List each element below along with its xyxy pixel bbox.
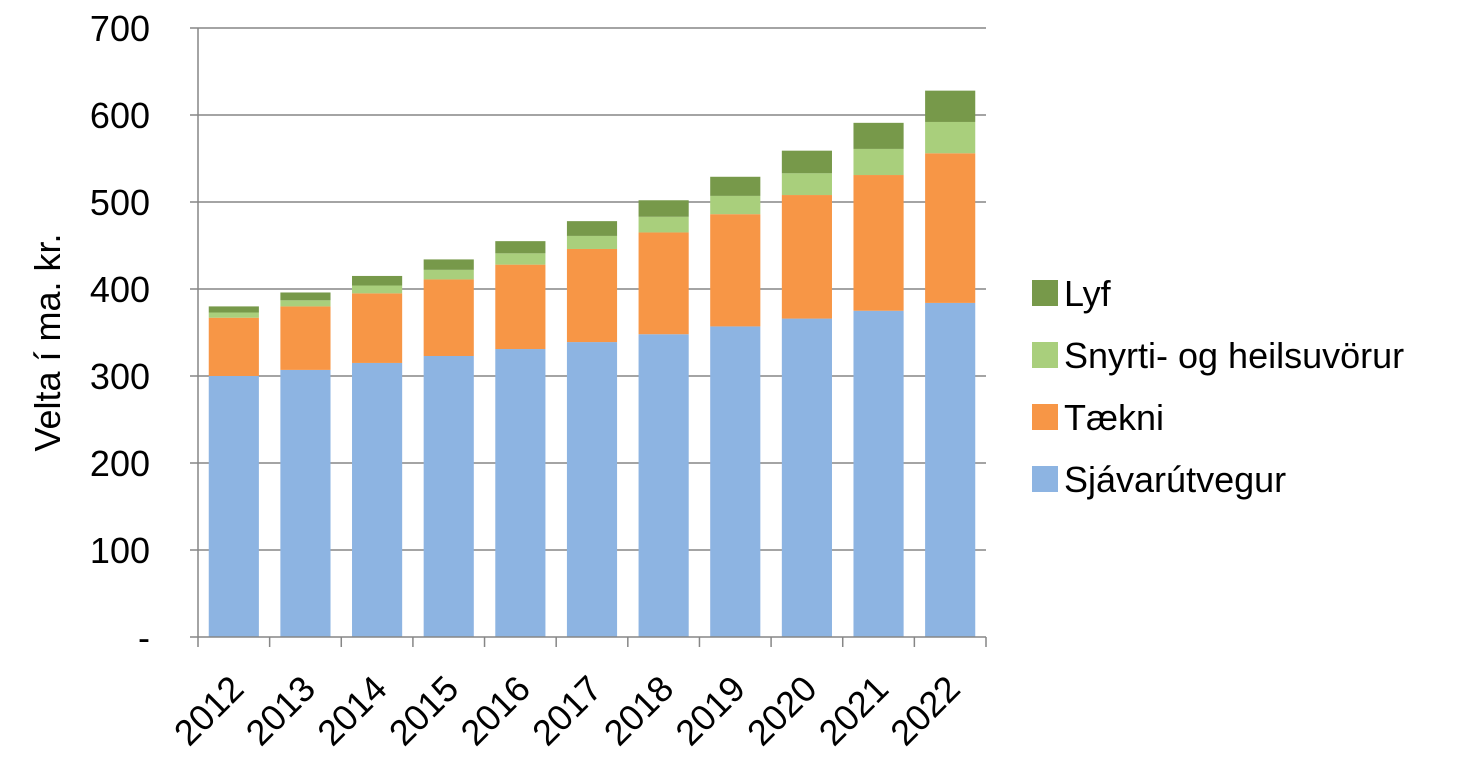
bar-segment (495, 253, 546, 265)
legend-label: Tækni (1064, 397, 1164, 438)
y-tick-label: 400 (90, 269, 150, 310)
y-tick-label: 500 (90, 182, 150, 223)
x-tick-label: 2012 (166, 668, 252, 754)
bar-segment (853, 310, 904, 637)
y-tick-label: 200 (90, 443, 150, 484)
bar-segment (638, 334, 689, 637)
bar-segment (566, 248, 618, 343)
y-tick-label: 600 (90, 95, 150, 136)
bars (208, 90, 976, 637)
bar-segment (638, 216, 689, 233)
legend-swatch (1032, 280, 1058, 306)
x-tick-labels: 2012201320142015201620172018201920202021… (166, 668, 968, 754)
bar-segment (638, 232, 689, 335)
bar-segment (208, 317, 259, 376)
bar-segment (710, 214, 761, 327)
x-tick-label: 2019 (667, 668, 753, 754)
bar-segment (566, 221, 618, 236)
y-tick-label: 100 (90, 530, 150, 571)
bar-segment (280, 300, 331, 307)
bar-segment (925, 90, 976, 122)
bar-segment (566, 342, 618, 637)
y-tick-label: - (138, 617, 150, 658)
x-tick-label: 2020 (739, 668, 825, 754)
legend-label: Sjávarútvegur (1064, 459, 1286, 500)
bar-segment (208, 376, 259, 637)
legend: Lyf Snyrti- og heilsuvörur Tækni Sjávarútve… (1032, 273, 1404, 500)
bar-segment (710, 326, 761, 637)
x-tick-label: 2013 (237, 668, 323, 754)
bar-segment (853, 175, 904, 311)
bar-segment (781, 150, 832, 174)
bar-segment (423, 269, 474, 280)
bar-segment (781, 195, 832, 319)
legend-swatch (1032, 342, 1058, 368)
bar-segment (352, 285, 403, 294)
bar-segment (423, 355, 474, 637)
bar-segment (495, 264, 546, 350)
x-tick-label: 2018 (596, 668, 682, 754)
legend-swatch (1032, 466, 1058, 492)
bar-segment (423, 259, 474, 270)
x-tick-label: 2015 (381, 668, 467, 754)
bar-segment (925, 121, 976, 154)
bar-segment (280, 292, 331, 301)
bar-segment (495, 241, 546, 254)
x-tick-label: 2022 (882, 668, 968, 754)
y-tick-label: 300 (90, 356, 150, 397)
bar-segment (925, 153, 976, 303)
x-tick-label: 2016 (452, 668, 538, 754)
legend-label: Lyf (1064, 273, 1112, 314)
legend-swatch (1032, 404, 1058, 430)
x-tick-label: 2014 (309, 668, 395, 754)
bar-segment (423, 279, 474, 356)
bar-segment (208, 306, 259, 313)
legend-label: Snyrti- og heilsuvörur (1064, 335, 1404, 376)
bar-segment (352, 362, 403, 637)
bar-segment (280, 306, 331, 370)
y-tick-label: 700 (90, 8, 150, 49)
x-tick-label: 2017 (524, 668, 610, 754)
bar-segment (710, 195, 761, 215)
bar-segment (566, 235, 618, 249)
y-tick-labels: - 100 200 300 400 500 600 700 (90, 8, 150, 658)
y-axis-title: Velta í ma. kr. (27, 233, 68, 451)
bar-segment (352, 293, 403, 363)
bar-segment (853, 122, 904, 149)
bar-segment (280, 369, 331, 637)
bar-segment (781, 173, 832, 196)
bar-segment (638, 200, 689, 217)
bar-segment (495, 349, 546, 637)
bar-segment (781, 318, 832, 637)
bar-segment (853, 148, 904, 176)
bar-segment (710, 176, 761, 196)
bar-segment (925, 302, 976, 637)
bar-segment (352, 275, 403, 286)
axes (190, 27, 987, 647)
bar-segment (208, 312, 259, 318)
x-tick-label: 2021 (811, 668, 897, 754)
